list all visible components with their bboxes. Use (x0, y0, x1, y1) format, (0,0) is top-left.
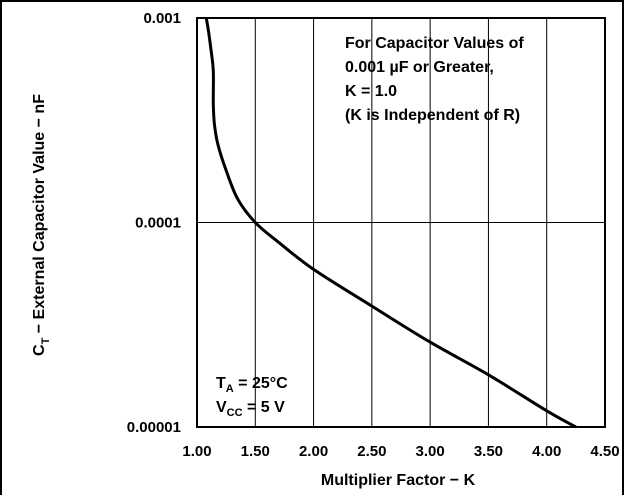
y-axis-title: CT − External Capacitor Value − nF (31, 94, 52, 356)
series-line (204, 17, 577, 429)
y-tick-label: 0.0001 (135, 215, 181, 232)
x-axis-title: Multiplier Factor − K (321, 472, 476, 489)
y-tick-label: 0.00001 (127, 419, 181, 436)
x-tick-label: 1.00 (182, 443, 211, 460)
note-line-2: 0.001 µF or Greater, (345, 59, 494, 76)
x-tick-label: 1.50 (241, 443, 270, 460)
x-tick-label: 4.50 (590, 443, 619, 460)
y-tick-labels: 0.00001 0.0001 0.001 (127, 10, 181, 436)
y-tick-label: 0.001 (143, 10, 181, 27)
x-tick-labels: 1.00 1.50 2.00 2.50 3.00 3.50 4.00 4.50 (182, 443, 619, 460)
x-tick-label: 3.00 (416, 443, 445, 460)
supply-voltage-label: VCC = 5 V (216, 399, 285, 419)
plot-area-border (196, 17, 606, 428)
grid (197, 18, 605, 427)
note-line-1: For Capacitor Values of (345, 35, 524, 52)
note-line-4: (K is Independent of R) (345, 107, 520, 124)
x-tick-label: 2.00 (299, 443, 328, 460)
x-tick-label: 3.50 (474, 443, 503, 460)
ambient-temp-label: TA = 25°C (216, 375, 288, 395)
x-tick-label: 4.00 (532, 443, 561, 460)
x-tick-label: 2.50 (357, 443, 386, 460)
series-group (204, 17, 577, 429)
note-line-3: K = 1.0 (345, 83, 397, 100)
